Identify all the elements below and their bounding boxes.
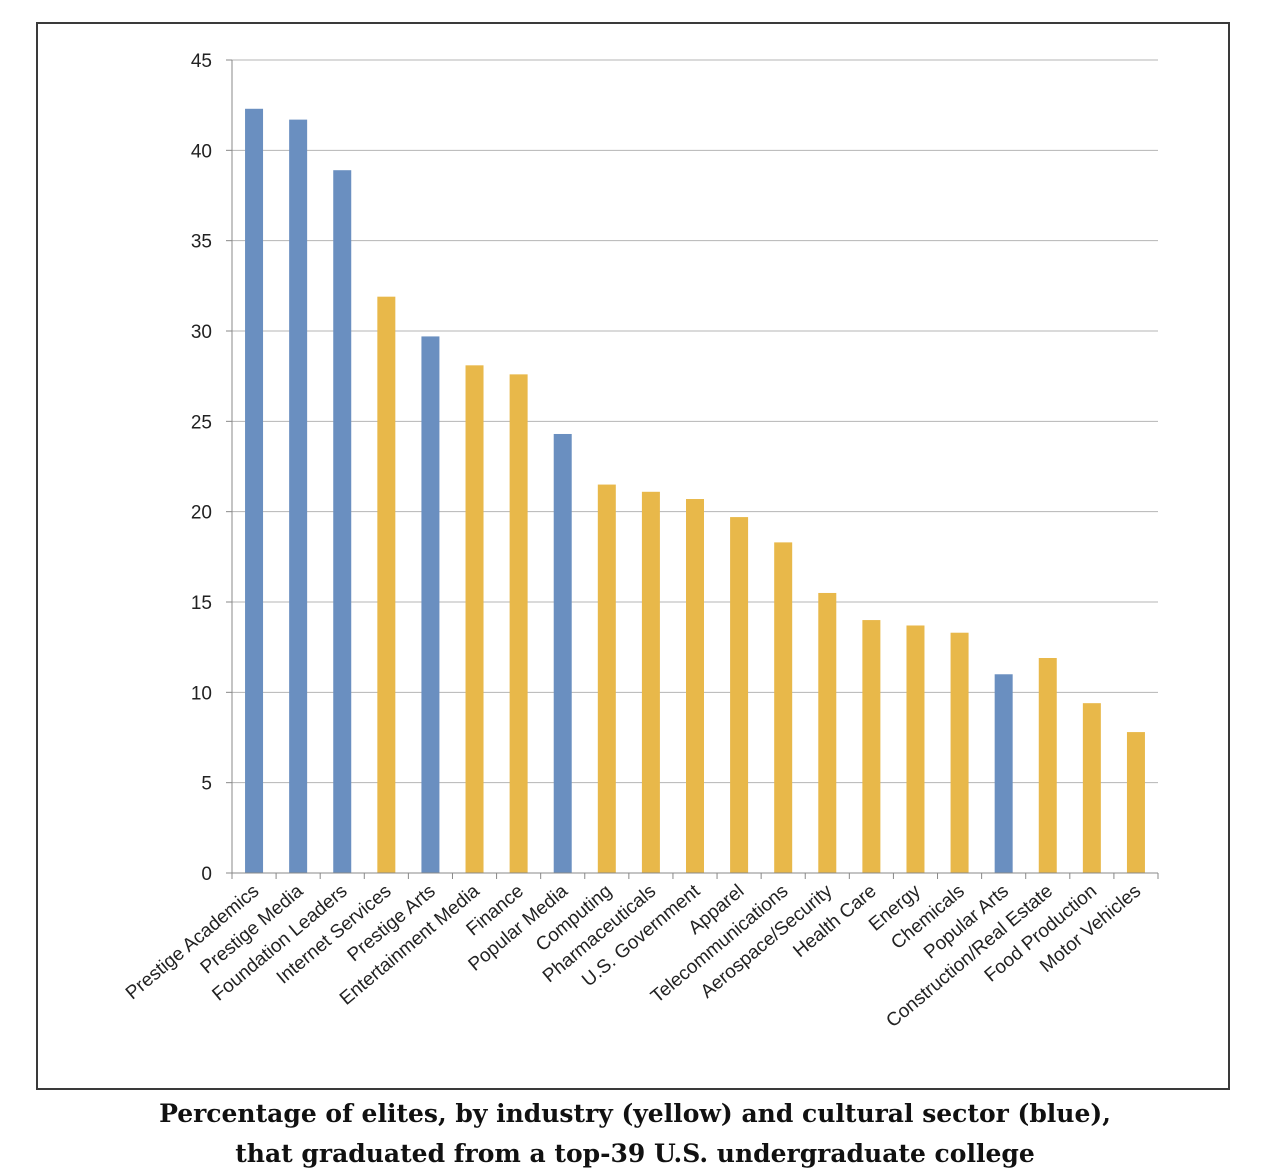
bar-prestige-academics [245,108,264,873]
bar-popular-arts [994,674,1013,873]
bar-chart: 0 5 10 15 20 25 30 35 40 45 Prestige AcademicsPre… [122,51,1159,1032]
bar-health-care [862,620,881,873]
y-tick-label: 20 [191,503,212,524]
chart-frame [36,22,1230,1090]
y-axis-tick-labels: 0 5 10 15 20 25 30 35 40 45 [191,51,212,885]
bar-telecommunications [774,542,793,873]
bar-apparel [730,517,749,873]
bars [245,108,1145,874]
caption-line-2: that graduated from a top-39 U.S. underg… [235,1139,1035,1168]
y-tick-label: 40 [191,141,212,162]
bar-food-production [1082,703,1101,873]
y-tick-label: 35 [191,232,212,253]
y-tick-label: 45 [191,51,212,72]
bar-u-s-government [686,499,704,873]
bar-entertainment-media [465,365,484,873]
bar-energy [906,625,925,873]
y-tick-label: 5 [201,774,212,795]
y-tick-label: 10 [191,683,212,704]
bar-computing [597,484,616,873]
bar-prestige-media [289,119,308,874]
y-tick-label: 30 [191,322,212,343]
y-tick-label: 25 [191,412,212,433]
bar-internet-services [377,296,396,873]
bar-aerospace-security [818,592,837,873]
bar-foundation-leaders [333,170,352,873]
bar-construction-real-estate [1038,658,1057,873]
bar-prestige-arts [421,336,440,873]
bar-popular-media [553,433,572,873]
bar-pharmaceuticals [641,491,660,873]
bar-chemicals [950,632,969,873]
bar-finance [509,374,528,873]
y-tick-label: 0 [201,864,212,885]
caption-line-1: Percentage of elites, by industry (yello… [159,1099,1111,1128]
y-tick-label: 15 [191,593,212,614]
x-axis [231,872,1159,879]
bar-motor-vehicles [1126,732,1145,873]
